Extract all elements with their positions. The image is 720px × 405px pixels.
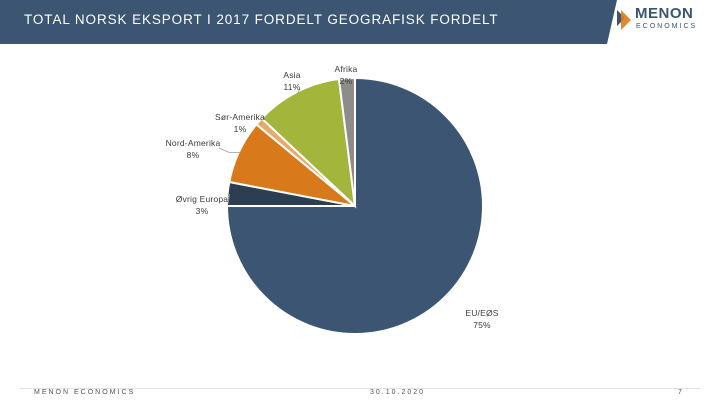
slice-label-value-nord-amerika: 8% <box>187 150 200 160</box>
pie-slice-asia <box>260 77 357 209</box>
slice-label-value-afrika: 2% <box>340 76 353 86</box>
leader-line-nord-amerika <box>218 147 241 153</box>
pie-slice-afrika <box>337 76 356 207</box>
slice-label-name-sør-amerika: Sør-Amerika <box>215 112 265 122</box>
leader-line-asia <box>297 87 301 94</box>
pie-chart: EU/EØS 75% Øvrig Europa 3% Nord-Amerika 8% Sør… <box>166 64 499 335</box>
slice-label-name-asia: Asia <box>283 70 300 80</box>
slide-header: TOTAL NORSK EKSPORT I 2017 FORDELT GEOGR… <box>0 0 720 44</box>
slice-label-value-asia: 11% <box>284 82 301 92</box>
slice-label-name-eu-eøs: EU/EØS <box>465 308 498 318</box>
slice-label-name-øvrig-europa: Øvrig Europa <box>176 194 229 204</box>
logo-subtitle: ECONOMICS <box>636 23 698 30</box>
slice-label-value-sør-amerika: 1% <box>234 124 247 134</box>
logo-background <box>607 0 720 44</box>
company-logo: MENON ECONOMICS <box>607 0 720 44</box>
slice-label-value-øvrig-europa: 3% <box>196 206 209 216</box>
pie-slice-eu-eøs <box>225 76 484 335</box>
leader-line-afrika <box>345 80 348 85</box>
footer-page-number: 7 <box>678 389 684 396</box>
slice-label-name-afrika: Afrika <box>335 64 358 74</box>
footer-date: 30.10.2020 <box>370 389 426 396</box>
leader-line-øvrig-europa <box>227 194 230 205</box>
footer-divider <box>20 388 700 389</box>
logo-name: MENON <box>635 5 694 22</box>
slice-label-name-nord-amerika: Nord-Amerika <box>166 138 221 148</box>
leader-line-sør-amerika <box>260 122 263 125</box>
footer-company: MENON ECONOMICS <box>34 389 136 396</box>
slice-label-value-eu-eøs: 75% <box>473 320 491 330</box>
slide-title: TOTAL NORSK EKSPORT I 2017 FORDELT GEOGR… <box>24 12 499 27</box>
